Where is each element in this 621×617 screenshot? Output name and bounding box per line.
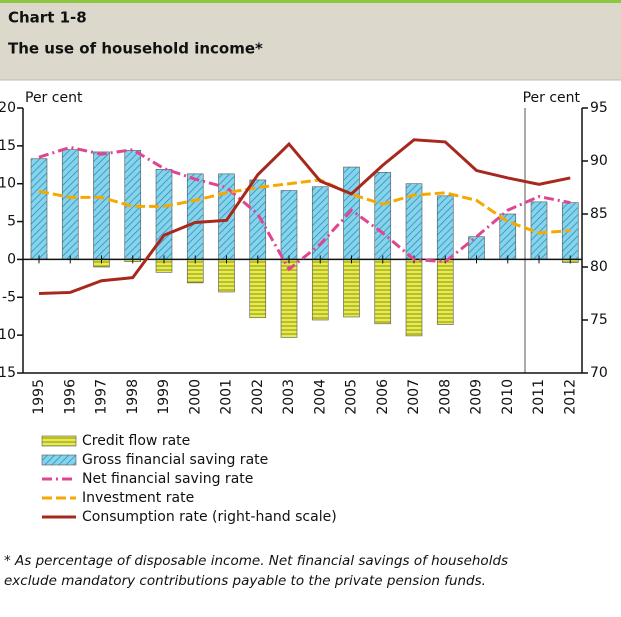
x-tick-label: 1997 — [94, 379, 110, 415]
x-tick-label: 1995 — [31, 379, 47, 415]
legend-label: Consumption rate (right-hand scale) — [82, 509, 337, 525]
x-tick-label: 1999 — [156, 379, 172, 415]
y2-tick-label: 75 — [590, 312, 608, 328]
y2-tick-label: 70 — [590, 365, 608, 381]
chart-number: Chart 1-8 — [8, 9, 87, 27]
x-tick-label: 2009 — [469, 379, 485, 415]
x-tick-label: 2005 — [344, 379, 360, 415]
bar — [405, 259, 423, 337]
y-tick-label: -15 — [0, 365, 16, 381]
bar — [343, 259, 360, 318]
header-band — [0, 0, 621, 80]
y2-tick-label: 80 — [590, 259, 608, 275]
bar — [374, 259, 392, 325]
x-tick-label: 2007 — [406, 379, 422, 415]
y2-axis-label: Per cent — [523, 90, 581, 106]
y2-tick-label: 85 — [590, 206, 608, 222]
x-tick-label: 2011 — [531, 379, 547, 415]
bar — [311, 259, 329, 321]
legend-label: Gross financial saving rate — [82, 452, 268, 468]
bar — [218, 259, 235, 293]
bar — [499, 213, 517, 260]
legend-label: Investment rate — [82, 490, 194, 506]
x-tick-label: 1998 — [125, 379, 141, 415]
x-tick-label: 2002 — [250, 379, 266, 415]
legend-label: Net financial saving rate — [82, 471, 253, 487]
footnote: exclude mandatory contributions payable … — [4, 573, 486, 589]
legend-swatch — [41, 435, 77, 447]
y2-tick-label: 95 — [590, 100, 608, 116]
bar — [436, 195, 454, 260]
bar — [249, 259, 267, 319]
bar — [93, 151, 110, 260]
x-tick-label: 2012 — [562, 379, 578, 415]
x-tick-label: 1996 — [62, 379, 78, 415]
x-tick-label: 2010 — [500, 379, 516, 415]
bar — [30, 158, 48, 260]
chart-title: The use of household income* — [8, 40, 263, 58]
y-tick-label: -10 — [0, 327, 16, 343]
y-tick-label: 5 — [7, 214, 16, 230]
bar — [280, 190, 298, 260]
x-tick-label: 2001 — [219, 379, 235, 415]
footnote: * As percentage of disposable income. Ne… — [4, 553, 508, 569]
y-axis-label: Per cent — [25, 90, 83, 106]
x-tick-label: 2008 — [437, 379, 453, 415]
y2-tick-label: 90 — [590, 153, 608, 169]
x-tick-label: 2004 — [312, 379, 328, 415]
bar — [218, 173, 235, 260]
x-tick-label: 2000 — [187, 379, 203, 415]
bar — [249, 179, 267, 260]
bar — [186, 173, 204, 260]
bar — [436, 259, 454, 325]
line — [38, 178, 571, 235]
y-tick-label: 10 — [0, 176, 16, 192]
y-tick-label: 15 — [0, 138, 16, 154]
y-tick-label: -5 — [2, 289, 16, 305]
bar — [61, 149, 79, 260]
y-tick-label: 20 — [0, 100, 16, 116]
y-tick-label: 0 — [7, 251, 16, 267]
x-tick-label: 2003 — [281, 379, 297, 415]
header-accent — [0, 0, 621, 3]
bar — [374, 172, 392, 260]
legend-label: Credit flow rate — [82, 433, 190, 449]
bar — [155, 169, 173, 260]
line — [38, 138, 571, 295]
x-tick-label: 2006 — [375, 379, 391, 415]
line — [38, 145, 571, 272]
legend-swatch — [41, 454, 77, 466]
